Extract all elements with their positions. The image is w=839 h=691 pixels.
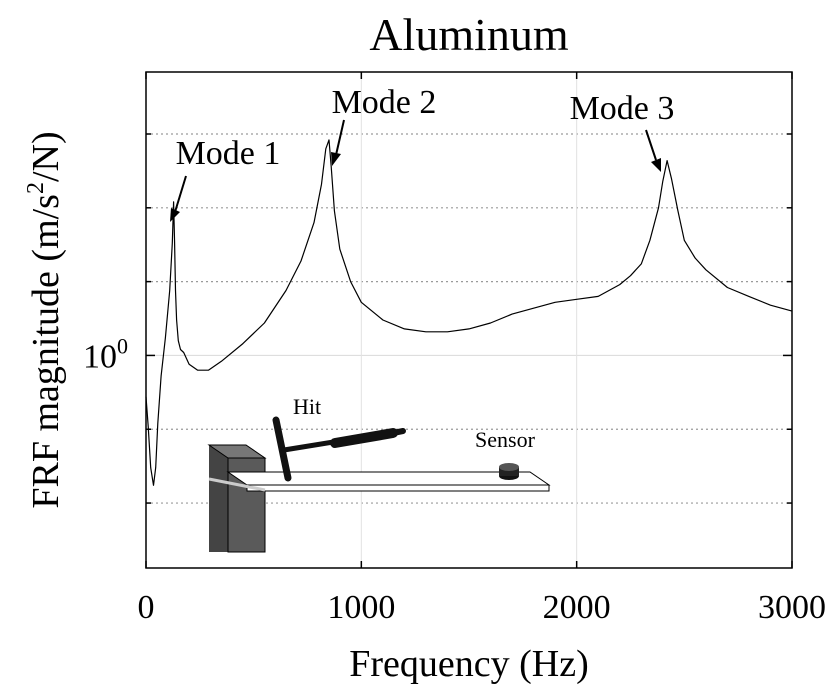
sensor-label: Sensor: [475, 427, 536, 452]
y-tick-label-exp: 0: [117, 333, 128, 358]
mode-2-arrowhead: [331, 152, 341, 166]
mode-2-label: Mode 2: [332, 84, 437, 121]
mode-3-arrowhead: [651, 158, 661, 172]
mode-1-arrow: [174, 175, 187, 213]
hammer-grip: [330, 428, 398, 448]
y-axis-label-sup: 2: [23, 182, 49, 194]
x-tick-label: 3000: [758, 589, 826, 626]
x-tick-label: 0: [138, 589, 155, 626]
mode-1-arrowhead: [170, 208, 180, 222]
y-tick-label: 100: [83, 333, 128, 375]
y-axis-label: FRF magnitude (m/s2/N): [23, 131, 67, 508]
frf-series-line: [145, 139, 793, 486]
y-axis-label-tail: /N): [25, 131, 67, 182]
x-axis-label: Frequency (Hz): [349, 643, 589, 685]
mode-annotations: Mode 1 Mode 2 Mode 3: [170, 84, 674, 222]
y-tick-label-base: 10: [83, 338, 117, 375]
x-tick-label: 1000: [327, 589, 395, 626]
sensor-cylinder: [499, 467, 519, 476]
mode-2-arrow: [335, 119, 345, 156]
test-setup-illustration: Hit Sensor: [207, 394, 551, 553]
beam-slot: [208, 477, 266, 492]
mode-3-label: Mode 3: [570, 90, 675, 127]
x-tick-labels: 0 1000 2000 3000: [138, 589, 827, 626]
beam-edge: [246, 484, 550, 492]
axes-frame: [145, 71, 793, 569]
y-axis-label-main: FRF magnitude (m/s: [25, 194, 67, 509]
mode-1-label: Mode 1: [176, 135, 281, 172]
sensor-top: [499, 463, 519, 471]
mode-3-arrow: [645, 129, 657, 161]
clamp-side: [209, 445, 228, 552]
chart-title: Aluminum: [369, 9, 569, 60]
hammer-end: [390, 428, 406, 436]
x-tick-label: 2000: [543, 589, 611, 626]
hit-label: Hit: [293, 394, 321, 419]
clamp-top: [207, 444, 267, 459]
